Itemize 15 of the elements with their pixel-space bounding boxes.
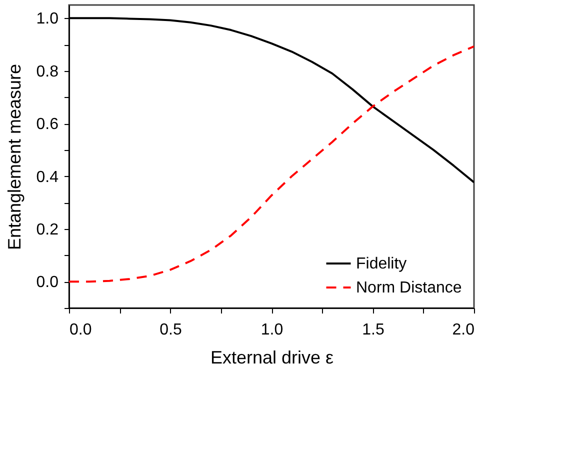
y-tick-label: 0.4	[36, 168, 59, 186]
legend-label: Norm Distance	[356, 280, 462, 296]
x-axis-title: External drive ε	[210, 348, 334, 368]
y-tick-label: 0.2	[36, 221, 59, 238]
legend-label: Fidelity	[356, 256, 407, 272]
x-tick-label: 2.0	[452, 322, 475, 338]
y-axis-title: Entanglement measure	[4, 64, 24, 250]
x-tick-label: 1.5	[362, 322, 384, 338]
y-tick-label: 0.0	[36, 274, 59, 292]
y-tick-label: 0.6	[36, 116, 59, 134]
y-tick-label: 0.8	[36, 63, 59, 80]
x-tick-label: 0.0	[70, 322, 92, 338]
y-tick-label: 1.0	[36, 10, 59, 28]
x-tick-label: 0.5	[160, 322, 182, 338]
x-tick-label: 1.0	[260, 322, 284, 338]
